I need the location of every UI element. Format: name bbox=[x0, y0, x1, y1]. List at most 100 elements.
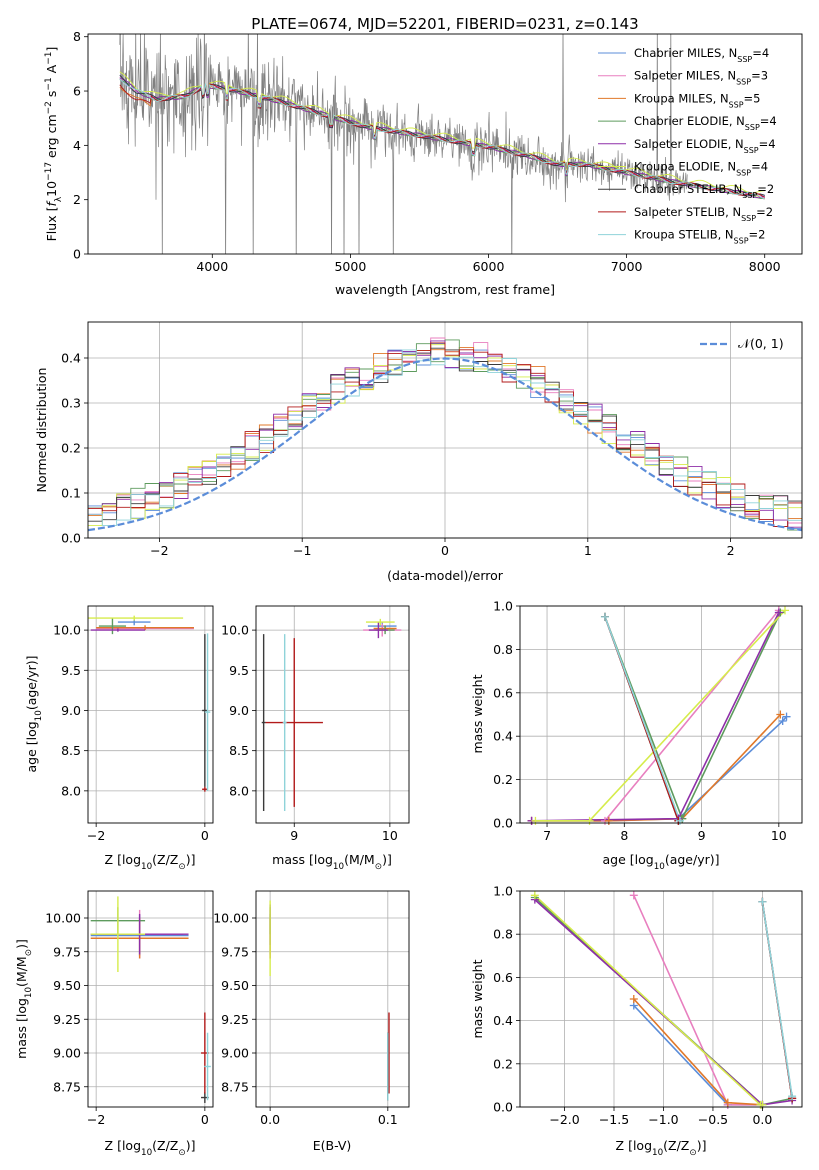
ylabel-part: 10 bbox=[34, 710, 44, 721]
chart-weight_vs_Z: −2.0 −1.5 −1.0 −0.5 0.0 0.0 0.2 0.4 0.6 0.8 1.0 Z [… bbox=[470, 884, 803, 1158]
y-tick-label: 0.2 bbox=[61, 441, 81, 456]
legend-entry-name: Kroupa STELIB, N bbox=[634, 228, 734, 242]
ylabel-part: ⊙ bbox=[24, 949, 34, 956]
y-axis-label-part: −1 bbox=[44, 77, 54, 90]
y-tick-label: 8.5 bbox=[229, 743, 249, 758]
hist-step-kroupa-stelib bbox=[88, 349, 802, 526]
ylabel-part: )] bbox=[14, 939, 29, 949]
y-tick-label: 0.0 bbox=[493, 816, 513, 831]
x-tick-label: 10 bbox=[382, 828, 398, 843]
x-tick-label: 1 bbox=[584, 543, 592, 558]
xlabel-part: (age/yr)] bbox=[665, 852, 720, 867]
legend-entry: Kroupa STELIB, NSSP=2 bbox=[634, 228, 765, 246]
chart-spectrum: 4000 5000 6000 7000 8000 0 2 4 6 8 wavelength [Ang… bbox=[44, 29, 803, 297]
chart-age_vs_Z: −2 08.08.59.09.510.0Z [log10(Z/Z⊙)]age [l… bbox=[24, 605, 214, 872]
xlabel-part: mass [log bbox=[272, 852, 333, 867]
series-marker bbox=[675, 816, 684, 825]
xlabel-part: ⊙ bbox=[178, 862, 185, 872]
y-tick-label: 8 bbox=[73, 29, 81, 44]
x-tick-label: −1 bbox=[293, 543, 311, 558]
xlabel-part: age [log bbox=[602, 852, 653, 867]
y-tick-label: 9.50 bbox=[53, 978, 81, 993]
legend-entry-sub: SSP bbox=[744, 145, 759, 154]
y-tick-label: 9.25 bbox=[221, 1012, 249, 1027]
x-tick-label: 9 bbox=[290, 828, 298, 843]
x-tick-label: 7 bbox=[543, 828, 551, 843]
errorbar-point bbox=[202, 634, 208, 787]
legend-entry: Salpeter STELIB, NSSP=2 bbox=[634, 205, 773, 223]
series-marker bbox=[629, 995, 638, 1003]
hist-step-salpeter-elodie bbox=[88, 340, 802, 528]
series-marker bbox=[585, 816, 594, 825]
y-axis-label-part: −1 bbox=[44, 51, 54, 64]
xlabel-part: 10 bbox=[654, 862, 665, 872]
legend-entry-sub: SSP bbox=[729, 100, 744, 109]
plot-area bbox=[269, 900, 390, 1101]
y-tick-label: 10.0 bbox=[221, 623, 249, 638]
series-line-kroupa-stelib bbox=[761, 901, 793, 1097]
legend-entry-name: Kroupa ELODIE, N bbox=[634, 160, 736, 174]
legend-entry-sub: SSP bbox=[736, 168, 751, 177]
series-marker bbox=[788, 1092, 797, 1101]
legend-entry-n: =4 bbox=[752, 46, 769, 60]
y-tick-label: 0.8 bbox=[493, 927, 513, 942]
ylabel: mass weight bbox=[470, 674, 485, 753]
y-tick-label: 9.25 bbox=[53, 1012, 81, 1027]
xlabel-part: )] bbox=[697, 1138, 707, 1153]
legend-entry-sub: SSP bbox=[736, 77, 751, 86]
y-axis-label-part: ] bbox=[44, 47, 59, 52]
xlabel-part: ⊙ bbox=[375, 862, 382, 872]
legend-entry: Kroupa MILES, NSSP=5 bbox=[634, 91, 760, 109]
y-tick-label: 0.4 bbox=[493, 1013, 513, 1028]
xlabel-part: (Z/Z bbox=[152, 1138, 178, 1153]
y-tick-label: 0.6 bbox=[493, 685, 513, 700]
y-tick-label: 0 bbox=[73, 247, 81, 262]
y-tick-label: 10.0 bbox=[53, 623, 81, 638]
xlabel-part: ⊙ bbox=[689, 1148, 696, 1158]
legend-entry-name: Salpeter ELODIE, N bbox=[634, 137, 744, 151]
legend-entry-n: =4 bbox=[751, 160, 768, 174]
y-tick-label: 9.75 bbox=[53, 944, 81, 959]
plot-area bbox=[261, 618, 402, 811]
plot-area bbox=[88, 615, 211, 792]
legend-entry-n: =4 bbox=[760, 114, 777, 128]
hist-step-salpeter-stelib bbox=[88, 342, 802, 527]
y-axis-label-part: Flux [ bbox=[44, 207, 59, 242]
legend-entry-sub: SSP bbox=[742, 191, 757, 200]
plot-area bbox=[90, 896, 211, 1103]
axes-frame bbox=[87, 890, 214, 1108]
series-marker bbox=[782, 712, 791, 721]
y-axis-label: Normed distribution bbox=[34, 368, 49, 493]
data-spectrum bbox=[119, 34, 688, 254]
xlabel: Z [log10(Z/Z⊙)] bbox=[616, 1138, 707, 1158]
xlabel-part: )] bbox=[186, 852, 196, 867]
xlabel-part: (Z/Z bbox=[152, 852, 178, 867]
xlabel-part: Z [log bbox=[105, 1138, 141, 1153]
xlabel: mass [log10(M/M⊙)] bbox=[272, 852, 392, 872]
legend-entry: Kroupa ELODIE, NSSP=4 bbox=[634, 160, 768, 178]
y-tick-label: 9.0 bbox=[61, 703, 81, 718]
x-tick-label: 2 bbox=[727, 543, 735, 558]
errorbar-point bbox=[88, 615, 184, 621]
y-tick-label: 10.00 bbox=[45, 911, 81, 926]
legend-entry-sub: SSP bbox=[741, 213, 756, 222]
errorbar-point bbox=[202, 786, 208, 792]
legend-entry-sub: SSP bbox=[734, 236, 749, 245]
legend-entry-sub: SSP bbox=[737, 55, 752, 64]
axes-frame bbox=[255, 605, 410, 824]
series-marker bbox=[604, 816, 613, 825]
ylabel-part: (M/M bbox=[14, 956, 29, 987]
x-axis-label: (data-model)/error bbox=[387, 568, 504, 583]
xlabel-part: ⊙ bbox=[178, 1148, 185, 1158]
errorbar-point bbox=[265, 638, 323, 807]
legend-entry-name: Chabrier STELIB, N bbox=[634, 182, 742, 196]
y-tick-label: 9.00 bbox=[53, 1046, 81, 1061]
legend-entry-name: Salpeter STELIB, N bbox=[634, 205, 741, 219]
y-axis-label-part: 10 bbox=[44, 181, 59, 197]
y-tick-label: 1.0 bbox=[493, 884, 513, 899]
x-tick-label: 0 bbox=[201, 828, 209, 843]
y-tick-label: 8.75 bbox=[53, 1079, 81, 1094]
